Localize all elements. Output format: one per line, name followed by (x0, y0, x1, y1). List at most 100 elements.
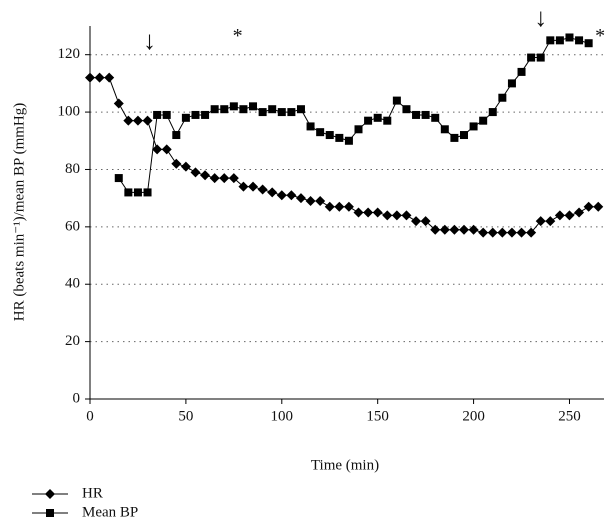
marker (315, 196, 326, 207)
y-tick-label: 80 (65, 161, 80, 177)
marker (516, 227, 527, 238)
annotation: ↓ (534, 3, 547, 32)
marker (373, 113, 382, 122)
marker (412, 110, 421, 119)
x-tick-label: 250 (558, 408, 581, 424)
marker (546, 36, 555, 45)
marker (180, 161, 191, 172)
marker (257, 184, 268, 195)
marker (248, 181, 259, 192)
marker (372, 207, 383, 218)
y-tick-label: 120 (58, 46, 81, 62)
marker (142, 115, 153, 126)
marker (353, 207, 364, 218)
marker (277, 108, 286, 117)
marker (343, 201, 354, 212)
marker (114, 174, 123, 183)
marker (238, 181, 249, 192)
marker (411, 216, 422, 227)
marker (191, 110, 200, 119)
marker (286, 190, 297, 201)
marker (536, 53, 545, 62)
marker (113, 98, 124, 109)
marker (190, 167, 201, 178)
x-axis-label: Time (min) (311, 457, 379, 473)
marker (564, 210, 575, 221)
marker (421, 110, 430, 119)
marker (506, 227, 517, 238)
marker (391, 210, 402, 221)
marker (209, 173, 220, 184)
marker (583, 201, 594, 212)
marker (344, 136, 353, 145)
marker (382, 210, 393, 221)
marker (364, 116, 373, 125)
marker (469, 122, 478, 131)
marker (210, 105, 219, 114)
marker (45, 489, 55, 499)
marker (431, 113, 440, 122)
marker (181, 113, 190, 122)
marker (201, 110, 210, 119)
marker (498, 93, 507, 102)
legend-label: HR (82, 485, 103, 501)
marker (46, 509, 54, 517)
marker (267, 187, 278, 198)
marker (143, 188, 152, 197)
marker (507, 79, 516, 88)
y-tick-label: 100 (58, 104, 81, 120)
marker (171, 158, 182, 169)
marker (124, 188, 133, 197)
marker (363, 207, 374, 218)
marker (554, 210, 565, 221)
marker (334, 201, 345, 212)
marker (123, 115, 134, 126)
marker (316, 128, 325, 137)
marker (574, 207, 585, 218)
marker (200, 170, 211, 181)
marker (239, 105, 248, 114)
marker (565, 33, 574, 42)
marker (420, 216, 431, 227)
y-tick-label: 20 (65, 333, 80, 349)
marker (479, 116, 488, 125)
marker (527, 53, 536, 62)
marker (287, 108, 296, 117)
marker (296, 105, 305, 114)
marker (132, 115, 143, 126)
line (90, 77, 599, 234)
marker (161, 144, 172, 155)
y-tick-label: 60 (65, 218, 80, 234)
marker (535, 216, 546, 227)
marker (133, 188, 142, 197)
marker (584, 39, 593, 48)
marker (383, 116, 392, 125)
marker (487, 227, 498, 238)
marker (526, 227, 537, 238)
marker (517, 67, 526, 76)
marker (268, 105, 277, 114)
marker (325, 131, 334, 140)
marker (152, 144, 163, 155)
marker (392, 96, 401, 105)
marker (162, 110, 171, 119)
marker (468, 224, 479, 235)
marker (593, 201, 604, 212)
marker (458, 224, 469, 235)
annotation: ↓ (143, 26, 156, 55)
legend-label: Mean BP (82, 504, 138, 520)
marker (276, 190, 287, 201)
marker (172, 131, 181, 140)
marker (450, 133, 459, 142)
marker (258, 108, 267, 117)
annotation: * (233, 25, 243, 47)
y-tick-label: 0 (73, 390, 81, 406)
marker (229, 102, 238, 111)
marker (478, 227, 489, 238)
marker (219, 173, 230, 184)
marker (249, 102, 258, 111)
marker (440, 125, 449, 134)
annotation: * (595, 25, 605, 47)
marker (430, 224, 441, 235)
